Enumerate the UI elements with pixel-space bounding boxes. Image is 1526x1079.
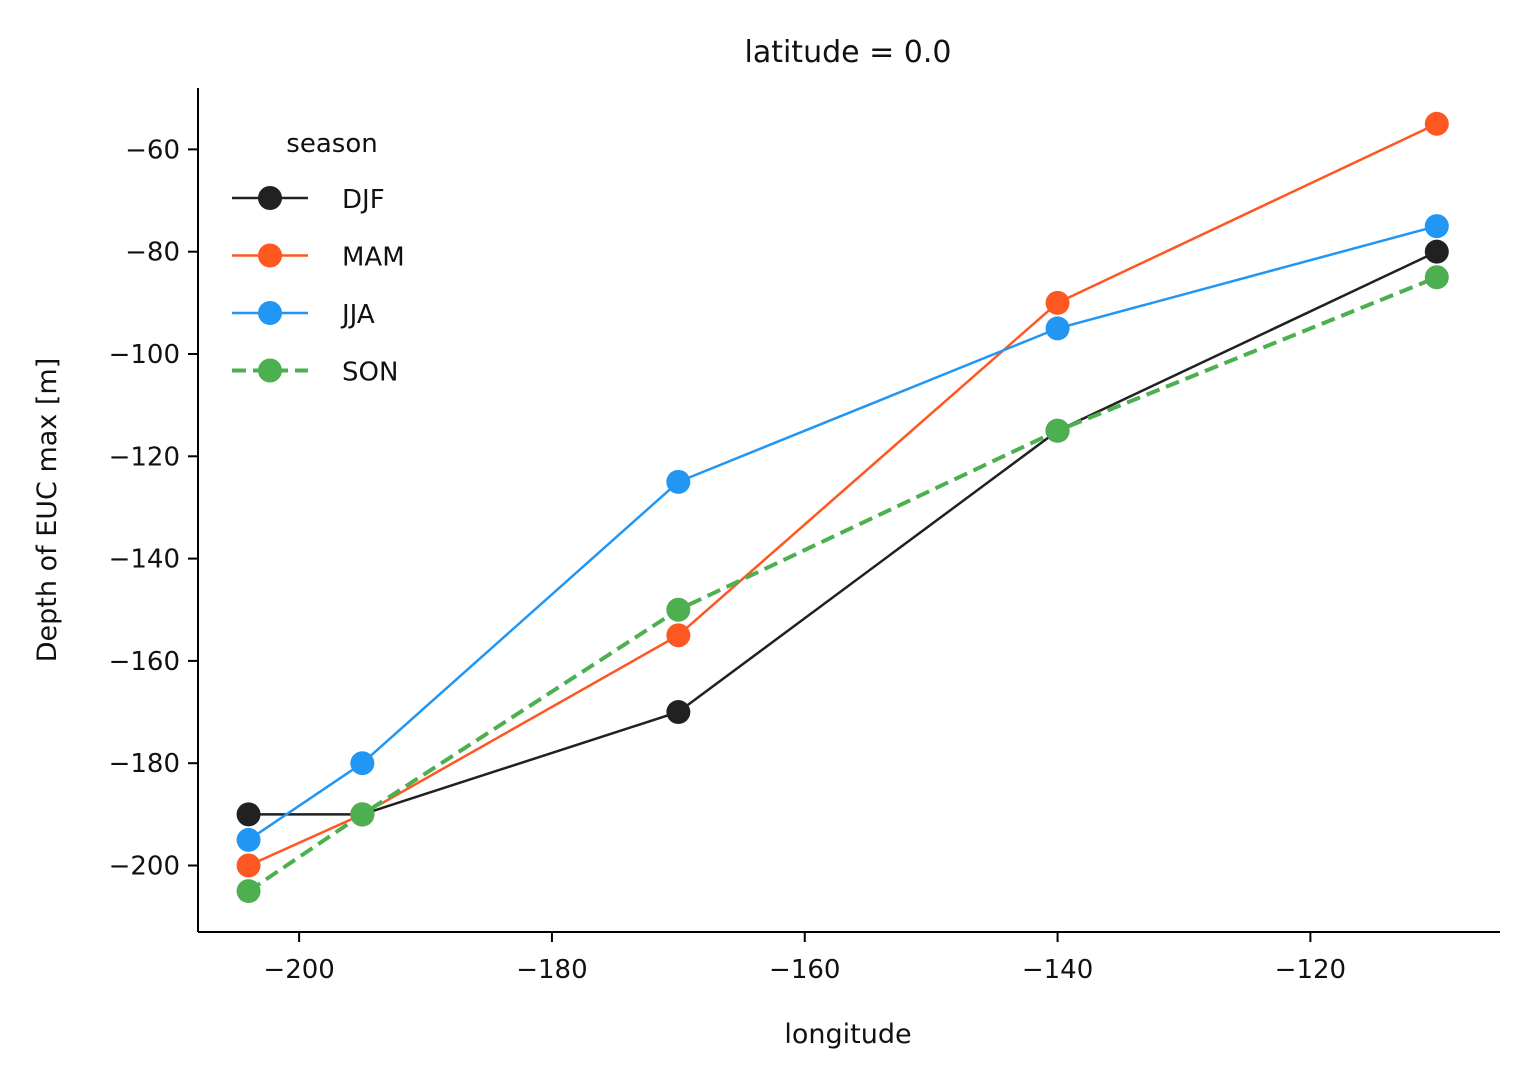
data-point-jja [350, 751, 375, 776]
x-tick-label: −160 [769, 955, 840, 985]
data-point-jja [666, 469, 691, 494]
y-tick-label: −160 [109, 647, 180, 677]
legend-item-jja: JJA [232, 300, 375, 330]
data-point-jja [236, 827, 261, 852]
x-axis-label: longitude [784, 1019, 911, 1050]
x-tick-label: −140 [1022, 955, 1093, 985]
series-jja [236, 214, 1449, 852]
data-point-mam [666, 623, 691, 648]
data-point-mam [1424, 111, 1449, 136]
data-point-mam [1045, 290, 1070, 315]
data-point-djf [236, 802, 261, 827]
data-point-mam [236, 853, 261, 878]
axes: −200 −180 −160 −140 −120 −60 −80 −100 −120 −140 −1… [109, 88, 1500, 985]
data-point-son [350, 802, 375, 827]
series-layer [236, 111, 1449, 904]
legend-item-djf: DJF [232, 185, 385, 215]
data-point-son [1424, 265, 1449, 290]
legend-label-jja: JJA [340, 300, 375, 330]
y-tick-label: −60 [125, 135, 180, 165]
x-tick-label: −180 [516, 955, 587, 985]
legend: season DJF MAM JJA SON [232, 129, 405, 388]
series-line-son [247, 275, 1438, 893]
legend-marker-jja [258, 301, 282, 325]
x-tick-label: −120 [1275, 955, 1346, 985]
legend-item-mam: MAM [232, 243, 405, 273]
data-point-djf [1424, 239, 1449, 264]
series-son [236, 265, 1449, 904]
y-tick-label: −180 [109, 749, 180, 779]
y-tick-label: −80 [125, 238, 180, 268]
y-axis-label: Depth of EUC max [m] [32, 358, 63, 662]
chart-title: latitude = 0.0 [744, 35, 951, 70]
x-tick-label: −200 [263, 955, 334, 985]
data-point-djf [666, 700, 691, 725]
data-point-son [666, 597, 691, 622]
legend-item-son: SON [232, 358, 398, 388]
legend-marker-son [258, 358, 282, 383]
series-line-mam [248, 122, 1438, 867]
data-point-son [1045, 418, 1070, 443]
y-tick-label: −200 [109, 852, 180, 882]
data-point-son [236, 879, 261, 904]
y-tick-label: −140 [109, 545, 180, 575]
series-mam [236, 111, 1449, 878]
y-tick-label: −100 [109, 340, 180, 370]
y-tick-label: −120 [109, 442, 180, 472]
legend-label-mam: MAM [342, 243, 405, 273]
data-point-jja [1045, 316, 1070, 341]
data-point-jja [1424, 214, 1449, 239]
legend-marker-djf [258, 186, 282, 210]
legend-label-djf: DJF [342, 185, 385, 215]
legend-title: season [286, 129, 377, 159]
legend-label-son: SON [342, 358, 398, 388]
legend-marker-mam [258, 243, 282, 268]
